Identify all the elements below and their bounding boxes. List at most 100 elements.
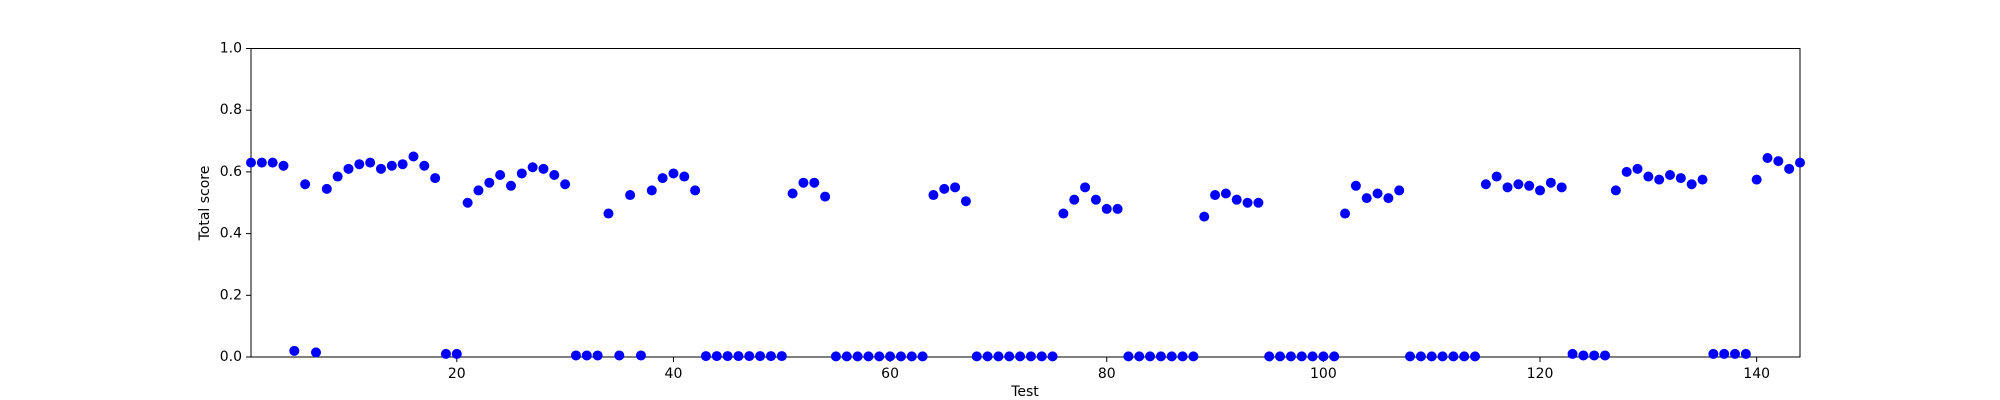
data-point xyxy=(321,183,332,194)
data-point xyxy=(1654,174,1665,185)
data-point xyxy=(885,351,896,362)
data-point xyxy=(1762,153,1773,164)
data-point xyxy=(1155,351,1166,362)
data-point xyxy=(538,163,549,174)
data-point xyxy=(863,351,874,362)
data-point xyxy=(1545,177,1556,188)
data-point xyxy=(1773,156,1784,167)
data-point xyxy=(408,151,419,162)
data-point xyxy=(603,208,614,219)
data-point xyxy=(1112,203,1123,214)
data-point xyxy=(960,196,971,207)
data-point xyxy=(722,351,733,362)
data-point xyxy=(246,157,256,168)
data-point xyxy=(1372,188,1383,199)
data-point xyxy=(484,177,495,188)
data-point xyxy=(1025,351,1036,362)
data-point xyxy=(1036,351,1047,362)
data-point xyxy=(1069,194,1080,205)
data-point xyxy=(1080,182,1091,193)
data-point xyxy=(841,351,852,362)
data-point xyxy=(1708,348,1719,359)
data-point xyxy=(625,190,636,201)
data-point xyxy=(971,351,982,362)
data-point xyxy=(1535,185,1546,196)
data-point xyxy=(1296,351,1307,362)
data-point xyxy=(1047,351,1058,362)
data-point xyxy=(1058,208,1069,219)
data-point xyxy=(895,351,906,362)
data-point xyxy=(310,347,321,358)
x-tick-label: 100 xyxy=(1310,366,1337,382)
data-point xyxy=(1101,203,1112,214)
data-point xyxy=(289,345,300,356)
data-point xyxy=(560,179,571,190)
y-tick-label: 0.8 xyxy=(220,102,242,118)
data-point xyxy=(1242,197,1253,208)
data-point xyxy=(516,168,527,179)
data-point xyxy=(1719,348,1730,359)
data-point xyxy=(397,159,408,170)
data-point xyxy=(1134,351,1145,362)
data-point xyxy=(690,185,701,196)
data-point xyxy=(1318,351,1329,362)
data-point xyxy=(852,351,863,362)
data-point xyxy=(906,351,917,362)
data-point xyxy=(430,173,441,184)
data-point xyxy=(495,169,506,180)
data-point xyxy=(939,183,950,194)
data-point xyxy=(1329,351,1340,362)
y-axis-label: Total score xyxy=(197,166,213,242)
data-point xyxy=(1231,194,1242,205)
data-point xyxy=(950,182,961,193)
data-point xyxy=(700,351,711,362)
data-point xyxy=(755,351,766,362)
data-point xyxy=(1556,182,1567,193)
data-point xyxy=(332,171,343,182)
data-point xyxy=(1437,351,1448,362)
y-tick-label: 0.2 xyxy=(220,287,242,303)
x-tick-label: 40 xyxy=(665,366,683,382)
x-tick-label: 80 xyxy=(1098,366,1116,382)
y-tick-label: 0.0 xyxy=(220,349,242,365)
data-point xyxy=(668,168,679,179)
data-point xyxy=(451,348,462,359)
data-point xyxy=(527,162,538,173)
data-point xyxy=(1166,351,1177,362)
data-point xyxy=(1426,351,1437,362)
data-point xyxy=(570,350,581,361)
data-point xyxy=(657,173,668,184)
data-point xyxy=(419,160,430,171)
data-point xyxy=(1188,351,1199,362)
data-point xyxy=(278,160,289,171)
data-point xyxy=(354,159,365,170)
data-point xyxy=(1394,185,1405,196)
x-tick-label: 60 xyxy=(881,366,899,382)
data-point xyxy=(1090,194,1101,205)
data-point xyxy=(1600,350,1611,361)
data-point xyxy=(1730,348,1741,359)
data-point xyxy=(1524,180,1535,191)
data-point xyxy=(1340,208,1351,219)
data-point xyxy=(440,348,451,359)
data-point xyxy=(505,180,516,191)
data-point xyxy=(1383,193,1394,204)
data-point xyxy=(982,351,993,362)
data-point xyxy=(1513,179,1524,190)
data-point xyxy=(993,351,1004,362)
data-point xyxy=(1751,174,1762,185)
data-point xyxy=(1665,169,1676,180)
data-point xyxy=(1480,179,1491,190)
data-point xyxy=(711,351,722,362)
data-point xyxy=(1253,197,1264,208)
data-point xyxy=(1350,180,1361,191)
data-point xyxy=(473,185,484,196)
data-point xyxy=(1610,185,1621,196)
data-point xyxy=(1578,350,1589,361)
data-point xyxy=(1177,351,1188,362)
data-point xyxy=(581,350,592,361)
x-tick-label: 140 xyxy=(1743,366,1770,382)
data-point xyxy=(256,157,267,168)
data-point xyxy=(1264,351,1275,362)
data-point xyxy=(614,350,625,361)
